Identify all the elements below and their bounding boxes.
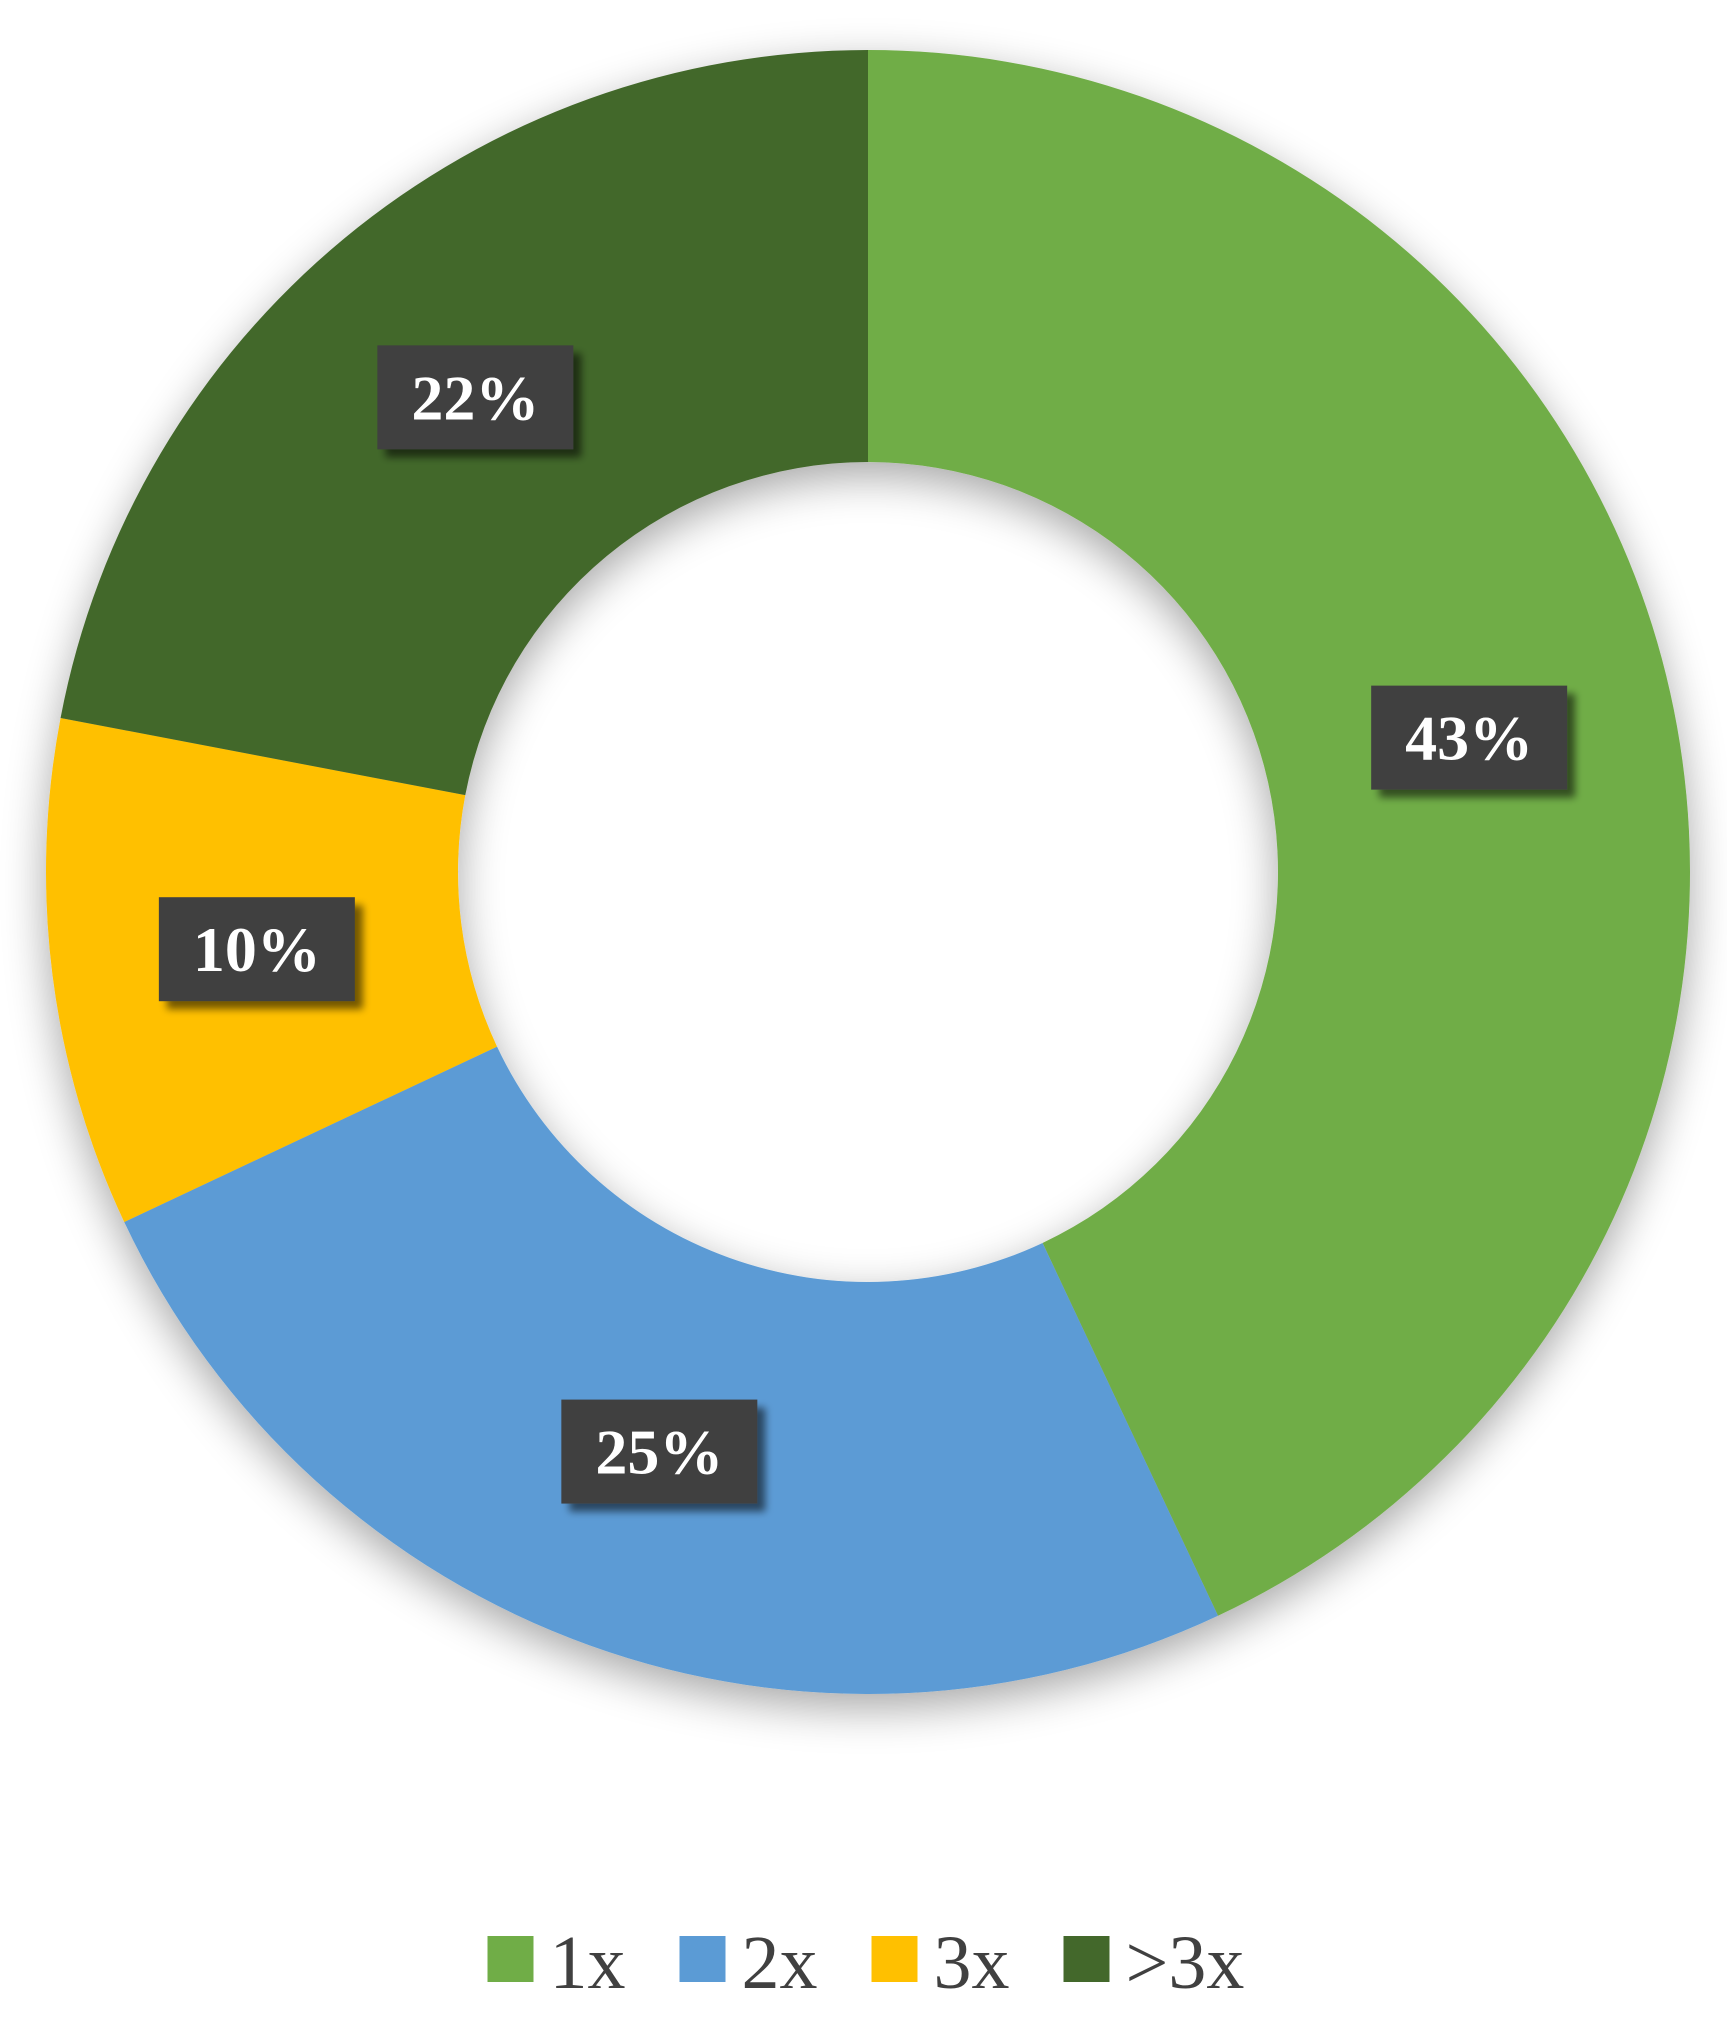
legend-item-gt3x: >3x xyxy=(1063,1921,1245,2005)
legend: 1x 2x 3x >3x xyxy=(487,1921,1245,2005)
data-label-text: 43% xyxy=(1405,703,1533,774)
legend-swatch xyxy=(487,1936,534,1982)
legend-label: >3x xyxy=(1126,1921,1245,2005)
slice-2x xyxy=(124,1046,1218,1694)
donut-slices xyxy=(45,50,1691,1694)
data-label-box xyxy=(1371,685,1568,790)
legend-item-3x: 3x xyxy=(871,1921,1010,2005)
data-label-text: 10% xyxy=(193,914,321,985)
data-label-text: 22% xyxy=(411,362,539,433)
data-label-box xyxy=(561,1399,758,1504)
legend-label: 1x xyxy=(550,1921,626,2005)
data-label-box xyxy=(377,345,574,450)
data-label-gt3x: 22% xyxy=(377,345,574,450)
legend-swatch xyxy=(1063,1936,1110,1982)
legend-item-2x: 2x xyxy=(679,1921,818,2005)
legend-item-1x: 1x xyxy=(487,1921,626,2005)
legend-label: 2x xyxy=(742,1921,818,2005)
data-labels: 43% 25% 10% 22% xyxy=(158,345,1568,1504)
data-label-1x: 43% xyxy=(1371,685,1568,790)
data-label-2x: 25% xyxy=(561,1399,758,1504)
legend-swatch xyxy=(679,1936,726,1982)
data-label-3x: 10% xyxy=(158,897,355,1002)
slice-1x xyxy=(868,50,1691,1616)
data-label-box xyxy=(158,897,355,1002)
legend-label: 3x xyxy=(934,1921,1010,2005)
legend-swatch xyxy=(871,1936,918,1982)
data-label-text: 25% xyxy=(595,1417,723,1488)
